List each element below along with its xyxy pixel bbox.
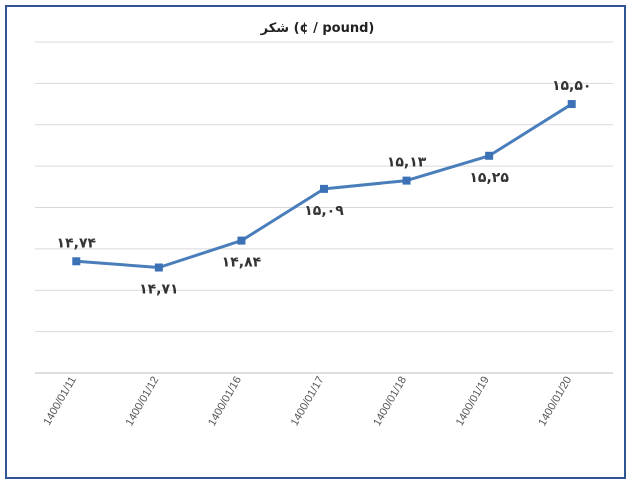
data-label: ۱۵,۵۰ bbox=[552, 78, 592, 94]
data-point bbox=[320, 185, 328, 193]
data-label: ۱۴,۷۱ bbox=[139, 281, 179, 297]
data-label: ۱۴,۸۴ bbox=[222, 255, 262, 271]
data-label: ۱۵,۱۳ bbox=[387, 155, 427, 171]
data-point bbox=[237, 237, 245, 245]
x-tick-label: 1400/01/19 bbox=[454, 374, 492, 428]
x-tick-label: 1400/01/18 bbox=[371, 375, 409, 429]
x-tick-label: 1400/01/17 bbox=[289, 375, 327, 429]
line-chart: 1400/01/11 1400/01/12 1400/01/16 1400/01/17… bbox=[7, 7, 628, 481]
data-point bbox=[72, 257, 80, 265]
data-label: ۱۵,۲۵ bbox=[469, 170, 509, 186]
data-point bbox=[568, 100, 576, 108]
data-label: ۱۴,۷۴ bbox=[57, 235, 97, 251]
data-point bbox=[403, 177, 411, 185]
chart-frame: شکر (¢ / pound) 1400/01/11 1400/01/12 1400… bbox=[5, 5, 626, 479]
data-point bbox=[485, 152, 493, 160]
x-tick-label: 1400/01/20 bbox=[536, 375, 574, 429]
x-tick-label: 1400/01/12 bbox=[124, 375, 162, 429]
x-tick-label: 1400/01/11 bbox=[41, 375, 79, 428]
data-point bbox=[155, 263, 163, 271]
x-tick-label: 1400/01/16 bbox=[206, 375, 244, 429]
data-label: ۱۵,۰۹ bbox=[304, 203, 344, 219]
